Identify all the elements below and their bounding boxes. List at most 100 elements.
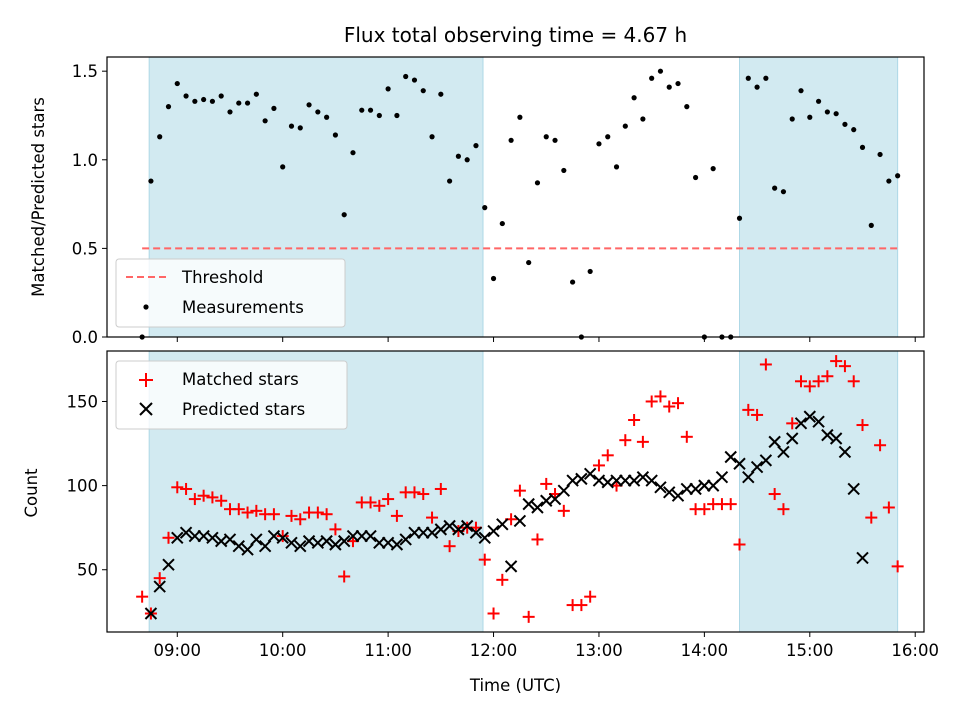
matched-star-point <box>672 397 685 410</box>
measurement-point <box>561 167 567 174</box>
predicted-star-point <box>171 531 184 544</box>
matched-star-point <box>645 395 658 408</box>
matched-star-point <box>153 572 166 585</box>
matched-star-point <box>206 491 219 504</box>
top-panel: 0.0 0.5 1.0 1.5 Flux total observing time =… <box>29 23 925 347</box>
marker-stroke <box>460 519 474 533</box>
measurement-point <box>772 185 778 191</box>
measurement-point <box>341 212 347 218</box>
predicted-star-point <box>803 410 817 423</box>
marker-stroke <box>364 529 377 543</box>
bottom-legend-box <box>115 360 348 430</box>
measurement-point <box>596 141 602 147</box>
measurement-point <box>324 114 330 120</box>
chart-title: Flux total observing time = 4.67 h <box>344 23 687 47</box>
measurement-point <box>148 178 154 184</box>
matched-star-point <box>856 419 869 432</box>
matched-star-point <box>601 449 614 462</box>
matched-star-point <box>136 590 149 603</box>
top-y-axis-label: Matched/Predicted stars <box>29 97 48 297</box>
top-axes-frame <box>106 56 925 338</box>
predicted-star-point <box>750 460 764 474</box>
matched-star-point <box>874 439 887 452</box>
measurement-point <box>385 86 391 92</box>
x-tick-label: 16:00 <box>891 641 939 660</box>
marker-stroke <box>162 558 175 571</box>
measurement-point <box>227 109 233 115</box>
predicted-star-point <box>478 531 491 544</box>
x-tick-label: 15:00 <box>786 641 834 660</box>
measurement-point <box>174 80 180 87</box>
bottom-legend: Matched stars Predicted stars <box>115 360 348 430</box>
marker-stroke <box>144 607 158 620</box>
predicted-star-point <box>627 474 641 487</box>
marker-stroke <box>425 526 439 539</box>
marker-stroke <box>838 445 852 459</box>
measurement-point <box>745 75 751 81</box>
measurement-point <box>622 123 628 129</box>
marker-stroke <box>583 467 597 481</box>
predicted-star-point <box>294 539 307 553</box>
matched-star-point <box>390 509 403 522</box>
measurement-point <box>367 107 374 113</box>
predicted-stars-points <box>144 410 869 620</box>
measurement-point <box>183 93 189 99</box>
marker-stroke <box>671 489 685 502</box>
marker-stroke <box>531 501 544 514</box>
marker-stroke <box>179 526 193 539</box>
measurement-point <box>859 144 866 150</box>
matched-star-point <box>557 504 570 517</box>
predicted-star-point <box>812 415 825 428</box>
marker-stroke <box>829 432 843 445</box>
predicted-star-point <box>671 489 685 502</box>
matched-star-point <box>382 493 395 506</box>
measurement-point <box>692 174 699 181</box>
predicted-star-point <box>610 474 623 487</box>
measurement-point <box>490 275 497 282</box>
matched-star-point <box>724 498 737 511</box>
predicted-star-point <box>636 470 650 484</box>
predicted-star-point <box>645 474 658 487</box>
measurement-point <box>868 222 874 228</box>
measurement-point <box>315 109 321 115</box>
matched-star-point <box>487 607 500 620</box>
measurement-point <box>710 166 716 172</box>
matched-star-point <box>197 489 210 502</box>
bottom-x-ticks: 09:00 10:00 11:00 12:00 13:00 14:00 15:00 16:00 <box>153 632 939 660</box>
predicted-star-point <box>373 536 386 550</box>
predicted-star-point <box>856 551 869 565</box>
marker-stroke <box>408 526 421 539</box>
measurement-point <box>657 68 664 74</box>
matched-star-point <box>636 435 649 448</box>
measurement-point <box>253 91 259 97</box>
matched-star-point <box>232 503 245 516</box>
measurement-point <box>244 100 251 106</box>
marker-stroke <box>777 445 790 459</box>
predicted-star-point <box>390 538 404 551</box>
marker-stroke <box>443 519 456 533</box>
measurement-point <box>534 180 541 186</box>
bottom-y-tick-label: 150 <box>67 392 99 411</box>
predicted-star-point <box>821 428 834 442</box>
matched-star-point <box>777 503 790 516</box>
predicted-star-point <box>460 519 474 533</box>
measurement-point <box>455 153 461 159</box>
marker-stroke <box>390 538 404 551</box>
x-tick-label: 10:00 <box>259 641 307 660</box>
marker-stroke <box>434 523 448 536</box>
marker-stroke <box>214 534 228 548</box>
predicted-star-point <box>689 482 702 496</box>
bottom-y-tick-label: 100 <box>67 477 99 496</box>
predicted-star-point <box>786 432 799 445</box>
marker-stroke <box>188 529 202 543</box>
measurement-point <box>297 125 303 131</box>
marker-stroke <box>742 470 755 484</box>
bottom-shaded-intervals <box>148 350 899 633</box>
measurement-point <box>824 109 830 115</box>
shaded-interval <box>739 350 899 633</box>
matched-star-point <box>821 370 834 383</box>
marker-stroke <box>417 526 430 539</box>
matched-star-point <box>680 430 693 443</box>
measurement-point <box>736 215 743 221</box>
marker-stroke <box>698 479 711 492</box>
